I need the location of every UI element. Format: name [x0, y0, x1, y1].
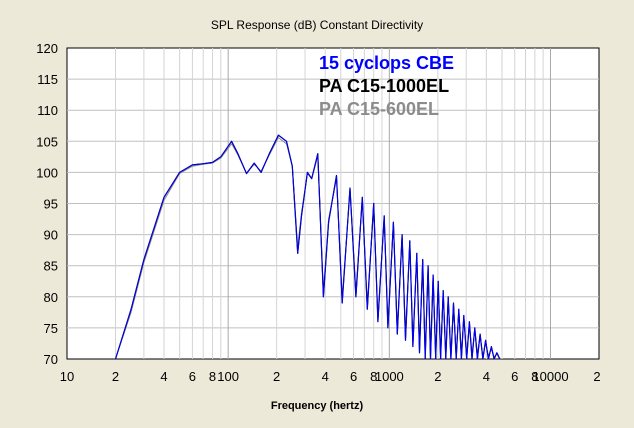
grid-lines: [67, 48, 599, 359]
x-tick-label: 4: [483, 369, 490, 384]
x-tick-label: 6: [350, 369, 357, 384]
x-tick-label: 2: [273, 369, 280, 384]
legend-entry: PA C15-600EL: [319, 99, 439, 119]
y-tick-label: 100: [36, 165, 58, 180]
x-tick-label: 10: [60, 369, 74, 384]
x-tick-label: 10000: [532, 369, 568, 384]
x-tick-label: 2: [112, 369, 119, 384]
y-tick-label: 80: [44, 290, 58, 305]
y-tick-label: 120: [36, 41, 58, 56]
x-tick-label: 4: [322, 369, 329, 384]
legend-entry: 15 cyclops CBE: [319, 53, 454, 73]
x-tick-label: 8: [209, 369, 216, 384]
y-tick-label: 85: [44, 259, 58, 274]
x-tick-label: 6: [511, 369, 518, 384]
legend-entry: PA C15-1000EL: [319, 76, 449, 96]
series-layer: [114, 134, 501, 360]
y-tick-labels: 70 75 80 85 90 95 100 105 110 115 120: [36, 41, 58, 367]
legend: 15 cyclops CBE PA C15-1000EL PA C15-600EL: [319, 53, 454, 119]
y-tick-label: 115: [37, 72, 58, 87]
series-line-15-cyclops-cbe: [115, 134, 501, 360]
y-tick-label: 105: [36, 134, 58, 149]
x-tick-label: 8: [531, 369, 538, 384]
y-tick-label: 110: [37, 103, 58, 118]
x-tick-label: 8: [370, 369, 377, 384]
x-tick-label: 2: [434, 369, 441, 384]
y-tick-label: 70: [44, 352, 58, 367]
x-tick-label: 6: [189, 369, 196, 384]
x-axis-title: Frequency (hertz): [271, 400, 364, 412]
y-tick-label: 95: [44, 197, 58, 212]
x-tick-label: 2: [593, 369, 600, 384]
y-tick-label: 90: [44, 228, 58, 243]
x-tick-label: 100: [217, 369, 239, 384]
x-tick-label: 4: [160, 369, 167, 384]
x-tick-label: 1000: [375, 369, 404, 384]
y-tick-label: 75: [44, 321, 58, 336]
chart-title: SPL Response (dB) Constant Directivity: [211, 18, 423, 32]
